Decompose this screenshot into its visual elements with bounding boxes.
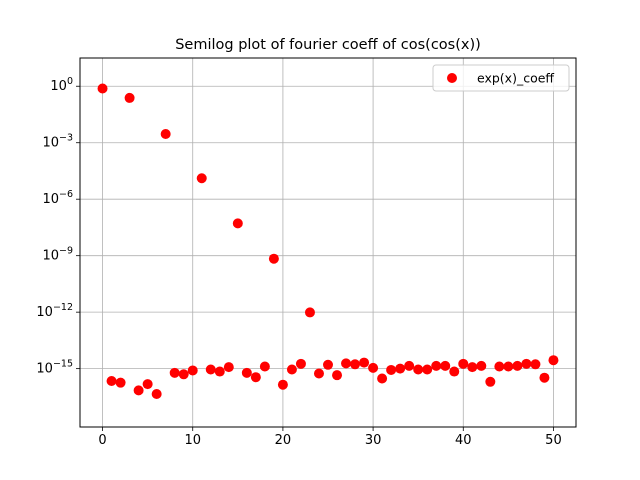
data-point (530, 359, 541, 370)
data-point (350, 359, 361, 370)
data-point (485, 376, 496, 387)
data-point (232, 218, 243, 229)
data-point (241, 367, 252, 378)
x-tick-label: 10 (184, 433, 201, 448)
data-point (313, 368, 324, 379)
data-point (386, 364, 397, 375)
data-point (223, 362, 234, 373)
x-tick-label: 50 (545, 433, 562, 448)
data-point (449, 366, 460, 377)
y-tick-label: 10−6 (42, 189, 73, 207)
data-point (512, 360, 523, 371)
data-point (377, 373, 388, 384)
chart-title: Semilog plot of fourier coeff of cos(cos… (175, 37, 481, 53)
y-axis: 100 10−3 10−6 10−9 10−12 10−15 (36, 76, 80, 377)
data-point (395, 363, 406, 374)
data-point (124, 92, 135, 103)
plot-frame (79, 57, 577, 428)
x-tick-label: 40 (455, 433, 472, 448)
data-point (277, 379, 288, 390)
data-point (503, 361, 514, 372)
data-point (250, 372, 261, 383)
data-point (259, 361, 270, 372)
x-axis: 0 10 20 30 40 50 (98, 427, 562, 448)
data-point (467, 362, 478, 373)
data-point (323, 359, 333, 370)
data-point (97, 83, 108, 94)
data-point (431, 360, 442, 371)
data-point (286, 364, 297, 375)
data-point (422, 364, 433, 375)
data-point (368, 362, 379, 373)
data-point (205, 364, 216, 375)
data-point (539, 372, 550, 383)
data-point (494, 361, 505, 372)
data-points (97, 83, 559, 399)
data-point (304, 307, 315, 318)
data-point (359, 357, 370, 368)
y-tick-label: 10−12 (36, 302, 73, 320)
legend-marker (447, 73, 457, 83)
y-tick-label: 10−3 (42, 133, 73, 151)
data-point (151, 388, 162, 399)
legend-box (432, 64, 570, 92)
y-tick-label: 100 (50, 76, 73, 94)
x-tick-label: 30 (365, 433, 382, 448)
data-point (548, 355, 559, 366)
x-tick-label: 20 (275, 433, 292, 448)
data-point (160, 129, 171, 140)
data-point (458, 358, 469, 369)
data-point (115, 377, 126, 388)
data-point (413, 364, 424, 375)
legend-label: exp(x)_coeff (477, 71, 554, 86)
data-point (178, 369, 189, 380)
x-tick-label: 0 (98, 433, 106, 448)
data-point (187, 365, 198, 376)
grid (80, 58, 576, 427)
data-point (332, 370, 343, 381)
data-point (133, 385, 144, 396)
data-point (169, 367, 180, 378)
data-point (341, 358, 352, 369)
data-point (521, 358, 532, 369)
data-point (196, 173, 207, 184)
data-point (295, 358, 306, 369)
data-point (142, 379, 153, 390)
y-tick-label: 10−15 (36, 359, 73, 377)
data-point (106, 376, 117, 387)
data-point (440, 360, 451, 371)
data-point (268, 253, 279, 264)
data-point (476, 360, 487, 371)
legend: exp(x)_coeff (432, 64, 570, 92)
data-point (404, 360, 415, 371)
y-tick-label: 10−9 (42, 246, 73, 264)
data-point (214, 366, 225, 377)
